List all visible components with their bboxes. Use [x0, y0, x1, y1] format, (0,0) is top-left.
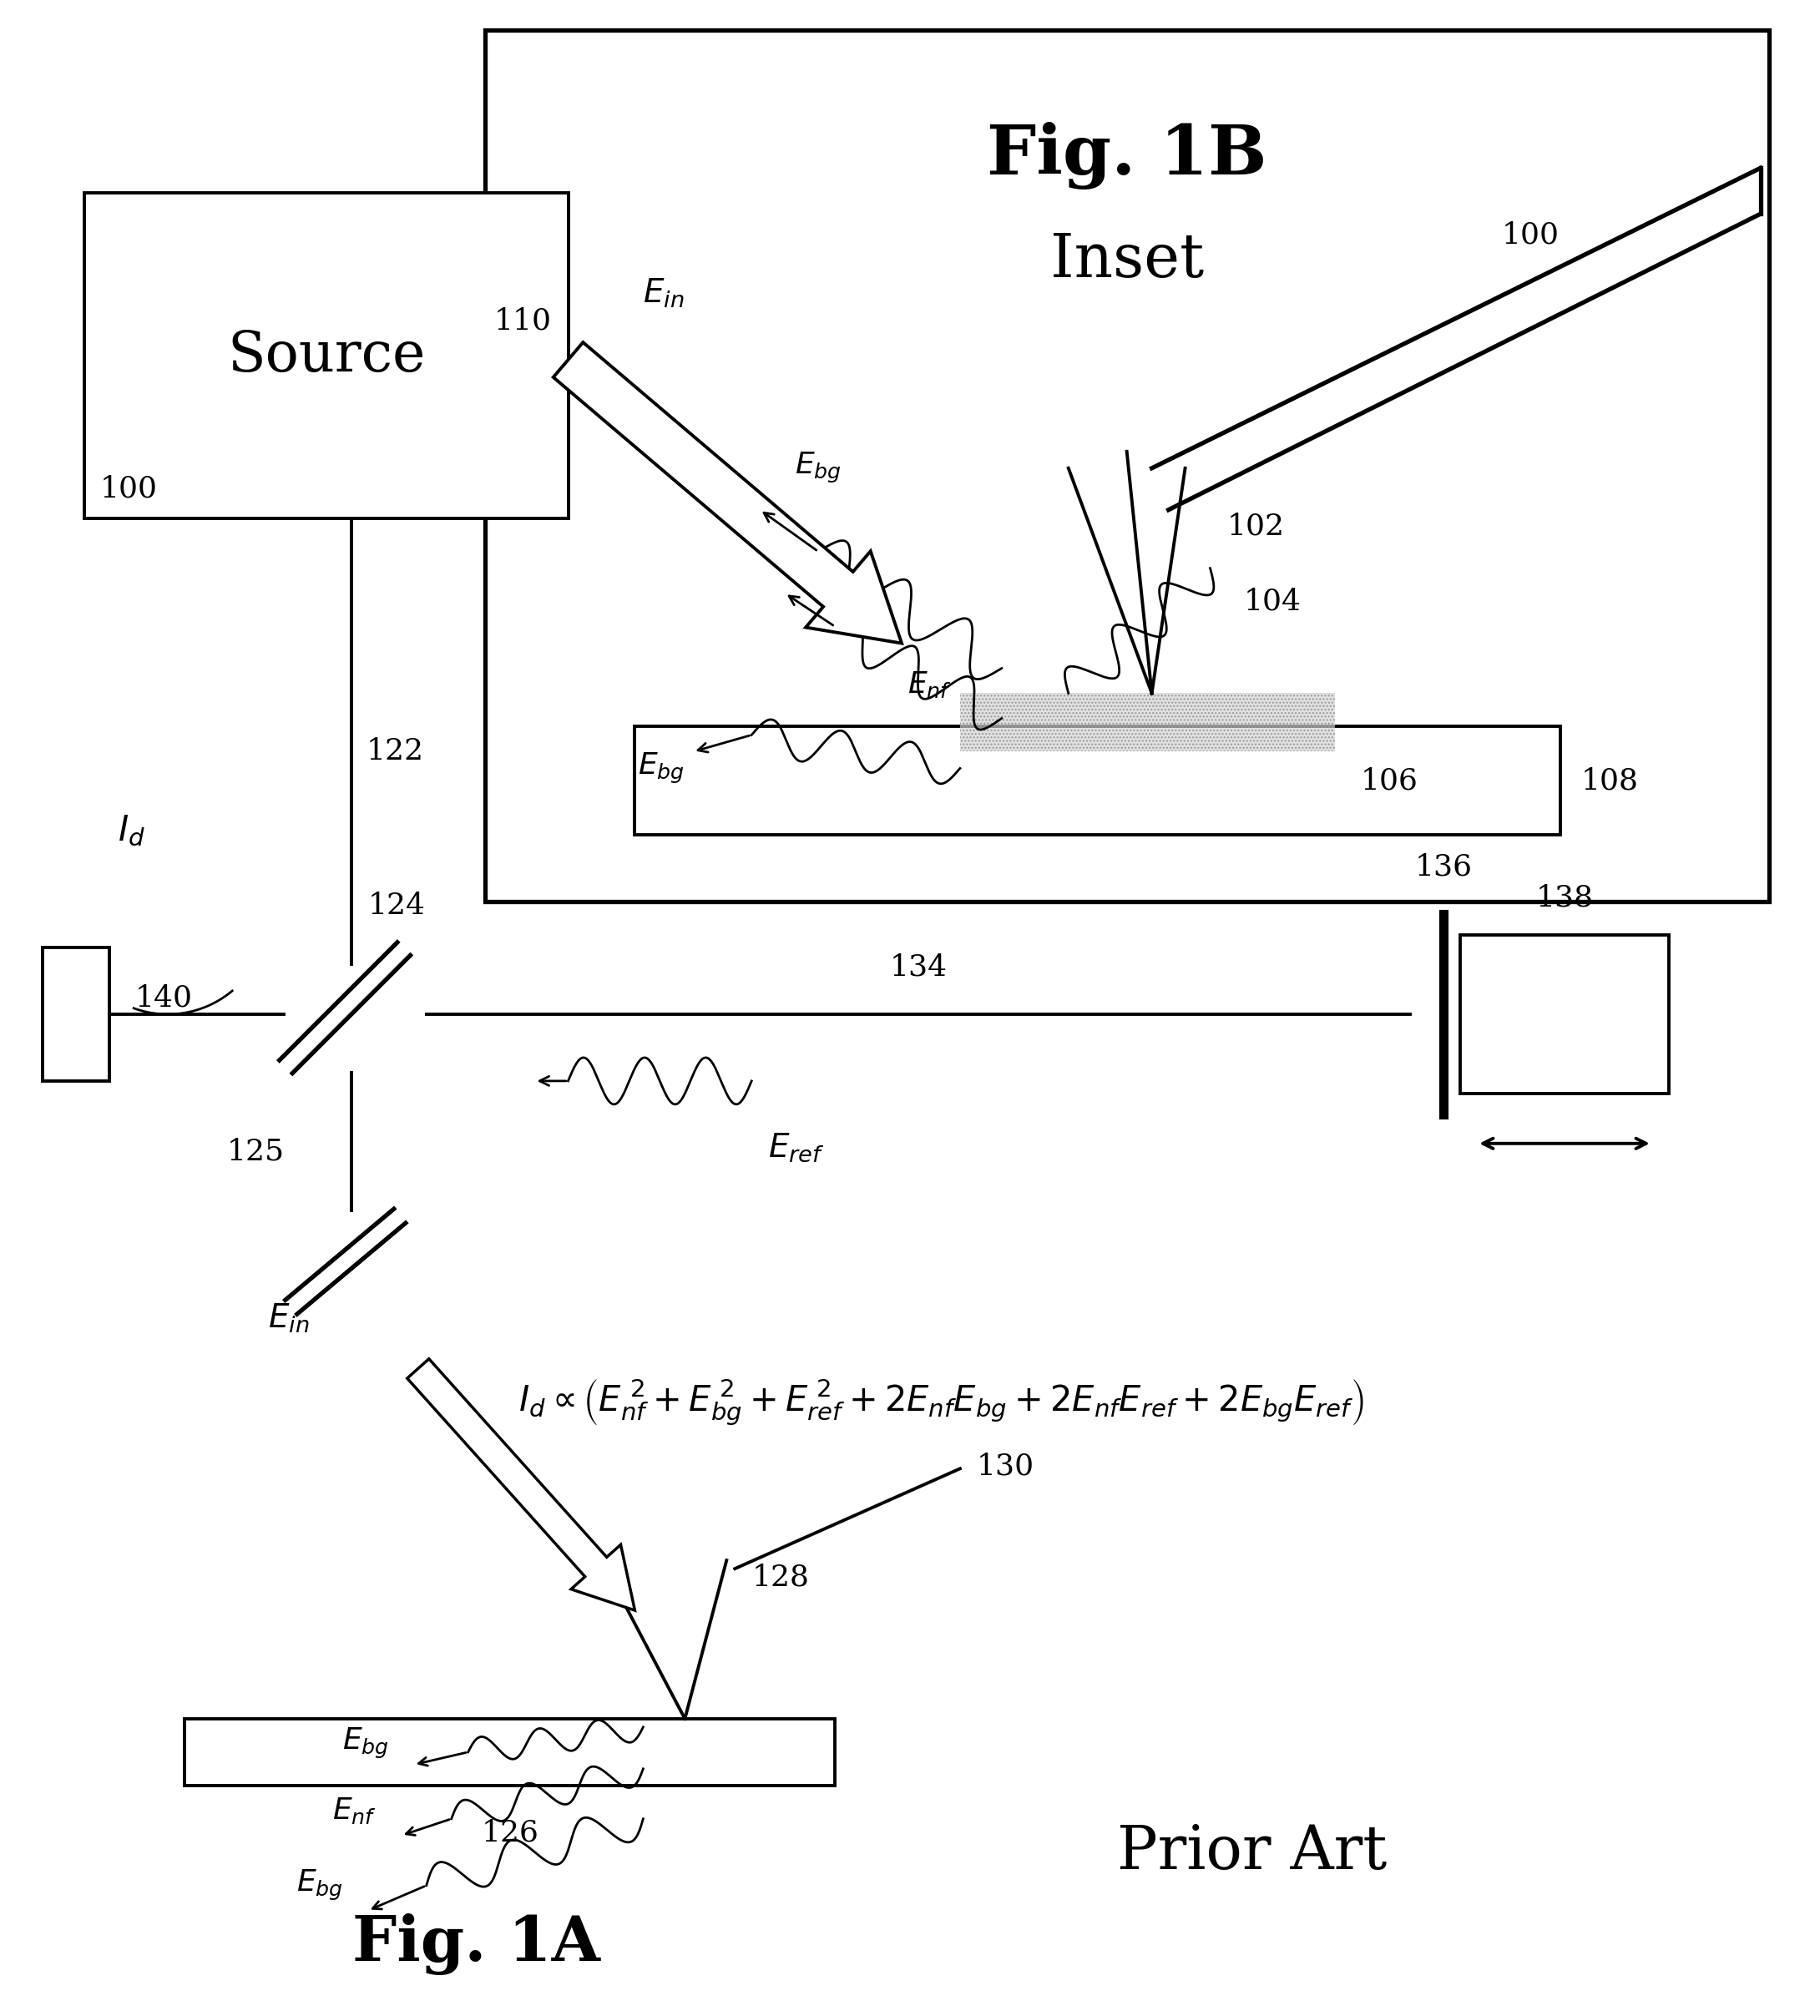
Text: 126: 126 [480, 1818, 539, 1847]
Text: $E_{nf}$: $E_{nf}$ [333, 1796, 377, 1824]
Text: 130: 130 [977, 1452, 1034, 1480]
Bar [959, 694, 1336, 752]
Text: $E_{bg}$: $E_{bg}$ [639, 752, 684, 786]
Text: $E_{in}$: $E_{in}$ [642, 276, 684, 310]
Text: $E_{bg}$: $E_{bg}$ [342, 1726, 389, 1760]
Bar [184, 1720, 835, 1786]
Text: Fig. 1B: Fig. 1B [986, 123, 1267, 190]
Text: 134: 134 [890, 952, 946, 982]
Bar [484, 30, 1769, 901]
Text: 138: 138 [1536, 883, 1592, 911]
Text: 104: 104 [1243, 587, 1301, 615]
Text: 102: 102 [1227, 512, 1285, 540]
Text: 128: 128 [752, 1562, 810, 1591]
Text: 110: 110 [493, 306, 551, 335]
Text: Prior Art: Prior Art [1117, 1822, 1387, 1881]
Text: $I_d$: $I_d$ [118, 812, 146, 849]
Text: 100: 100 [1502, 220, 1560, 248]
Text: 100: 100 [100, 476, 157, 504]
Text: Source: Source [228, 329, 426, 383]
Text: 136: 136 [1414, 853, 1472, 881]
Polygon shape [408, 1359, 635, 1611]
Text: $E_{bg}$: $E_{bg}$ [795, 450, 841, 484]
Bar [44, 948, 109, 1081]
Text: 125: 125 [228, 1137, 284, 1165]
Text: Inset: Inset [1050, 230, 1203, 290]
Text: 140: 140 [135, 984, 193, 1012]
Text: 106: 106 [1360, 766, 1418, 794]
Text: 124: 124 [368, 891, 426, 919]
Text: $E_{ref}$: $E_{ref}$ [768, 1131, 824, 1163]
Text: 108: 108 [1582, 766, 1638, 794]
Bar [635, 726, 1560, 835]
Bar [84, 194, 568, 518]
Text: 122: 122 [366, 738, 424, 766]
Text: $E_{bg}$: $E_{bg}$ [297, 1869, 342, 1903]
Text: $I_d \propto \left(E_{nf}^{\;2}+E_{bg}^{\;2}+E_{ref}^{\;2}+2E_{nf}E_{bg}+2E_{nf}: $I_d \propto \left(E_{nf}^{\;2}+E_{bg}^{… [519, 1377, 1363, 1427]
Polygon shape [553, 343, 901, 643]
Text: $E_{in}$: $E_{in}$ [268, 1302, 309, 1335]
Bar [1460, 935, 1669, 1093]
Text: Fig. 1A: Fig. 1A [353, 1913, 601, 1976]
Text: $E_{nf}$: $E_{nf}$ [908, 669, 952, 700]
